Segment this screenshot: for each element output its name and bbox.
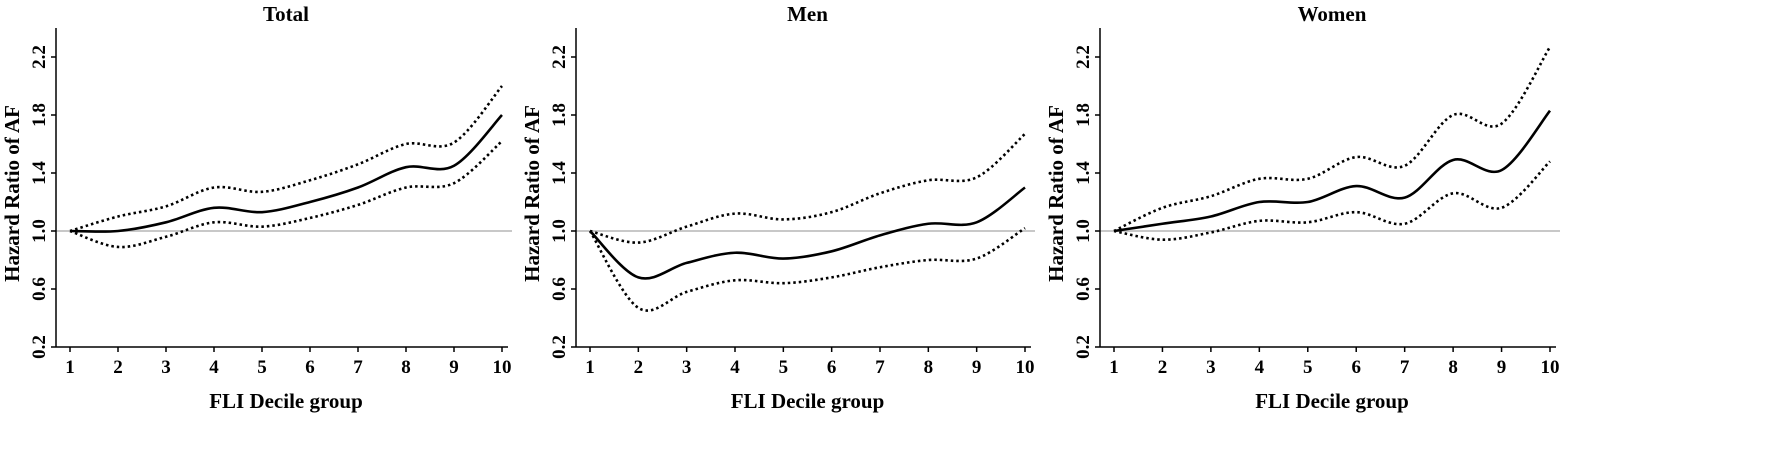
x-tick-label: 3 bbox=[161, 357, 171, 378]
lower-ci-line bbox=[588, 226, 1026, 312]
chart-panel-men: Men 0.2 0.6 1.0 1.4 1.8 2.2 1 2 3 4 5 6 7 8 9 10 FLI Deci… bbox=[520, 2, 1035, 413]
y-tick-label: 1.4 bbox=[29, 161, 50, 185]
x-tick-label: 5 bbox=[257, 357, 267, 378]
x-tick-label: 8 bbox=[1448, 357, 1458, 378]
y-tick-label: 0.2 bbox=[1073, 335, 1094, 359]
y-tick-label: 1.0 bbox=[1073, 219, 1094, 243]
x-tick-label: 3 bbox=[1206, 357, 1216, 378]
x-tick-label: 2 bbox=[1158, 357, 1168, 378]
x-tick-label: 1 bbox=[585, 357, 595, 378]
hazard-ratio-line bbox=[589, 186, 1026, 280]
y-tick-label: 2.2 bbox=[1073, 45, 1094, 69]
chart-title: Women bbox=[1298, 2, 1367, 26]
y-tick-label: 0.6 bbox=[1073, 277, 1094, 301]
lower-ci-line bbox=[1113, 160, 1551, 242]
upper-ci-line bbox=[589, 132, 1026, 244]
x-tick-label: 6 bbox=[1351, 357, 1361, 378]
x-tick-label: 7 bbox=[875, 357, 885, 378]
y-tick-label: 1.8 bbox=[549, 103, 570, 127]
y-tick-label: 0.2 bbox=[549, 335, 570, 359]
x-tick-label: 7 bbox=[353, 357, 363, 378]
y-tick-label: 2.2 bbox=[29, 45, 50, 69]
y-tick-label: 1.8 bbox=[29, 103, 50, 127]
chart-title: Men bbox=[787, 2, 828, 26]
x-axis-label: FLI Decile group bbox=[731, 389, 885, 413]
chart-title: Total bbox=[263, 2, 309, 26]
y-tick-label: 1.4 bbox=[1073, 161, 1094, 185]
y-tick-label: 0.2 bbox=[29, 335, 50, 359]
chart-panel-women: Women 0.2 0.6 1.0 1.4 1.8 2.2 1 2 3 4 5 6 7 8 9 10 FLI De… bbox=[1044, 2, 1560, 413]
chart-panel-total: Total 0.2 0.6 1.0 1.4 1.8 2.2 1 2 3 4 5 6 7 8 9 10 FLI De… bbox=[0, 2, 512, 413]
y-tick-label: 1.8 bbox=[1073, 103, 1094, 127]
x-tick-label: 7 bbox=[1400, 357, 1410, 378]
upper-ci-line bbox=[1113, 46, 1552, 233]
y-tick-label: 2.2 bbox=[549, 45, 570, 69]
y-tick-label: 0.6 bbox=[549, 277, 570, 301]
x-tick-label: 6 bbox=[305, 357, 315, 378]
y-tick-label: 1.0 bbox=[549, 219, 570, 243]
upper-ci-line bbox=[69, 85, 503, 233]
x-tick-label: 8 bbox=[924, 357, 934, 378]
y-axis-label: Hazard Ratio of AF bbox=[0, 105, 24, 282]
x-tick-label: 5 bbox=[779, 357, 789, 378]
x-tick-label: 10 bbox=[1541, 357, 1560, 378]
x-tick-label: 4 bbox=[209, 357, 219, 378]
x-tick-label: 9 bbox=[1497, 357, 1507, 378]
y-tick-label: 1.0 bbox=[29, 219, 50, 243]
x-tick-label: 9 bbox=[449, 357, 459, 378]
x-tick-label: 10 bbox=[1016, 357, 1035, 378]
x-tick-label: 4 bbox=[1255, 357, 1265, 378]
hazard-ratio-line bbox=[1113, 109, 1552, 233]
x-tick-label: 10 bbox=[493, 357, 512, 378]
x-tick-label: 4 bbox=[730, 357, 740, 378]
x-tick-label: 9 bbox=[972, 357, 982, 378]
y-tick-label: 1.4 bbox=[549, 161, 570, 185]
lower-ci-line bbox=[69, 140, 503, 249]
x-tick-label: 8 bbox=[401, 357, 411, 378]
x-tick-label: 5 bbox=[1303, 357, 1313, 378]
y-axis-label: Hazard Ratio of AF bbox=[1044, 105, 1068, 282]
x-tick-label: 1 bbox=[65, 357, 75, 378]
hazard-ratio-line bbox=[69, 114, 503, 233]
x-axis-label: FLI Decile group bbox=[1255, 389, 1409, 413]
x-tick-label: 3 bbox=[682, 357, 692, 378]
x-axis-label: FLI Decile group bbox=[209, 389, 363, 413]
x-tick-label: 2 bbox=[634, 357, 644, 378]
x-tick-label: 6 bbox=[827, 357, 837, 378]
y-tick-label: 0.6 bbox=[29, 277, 50, 301]
x-tick-label: 2 bbox=[113, 357, 123, 378]
x-tick-label: 1 bbox=[1109, 357, 1119, 378]
y-axis-label: Hazard Ratio of AF bbox=[520, 105, 544, 282]
